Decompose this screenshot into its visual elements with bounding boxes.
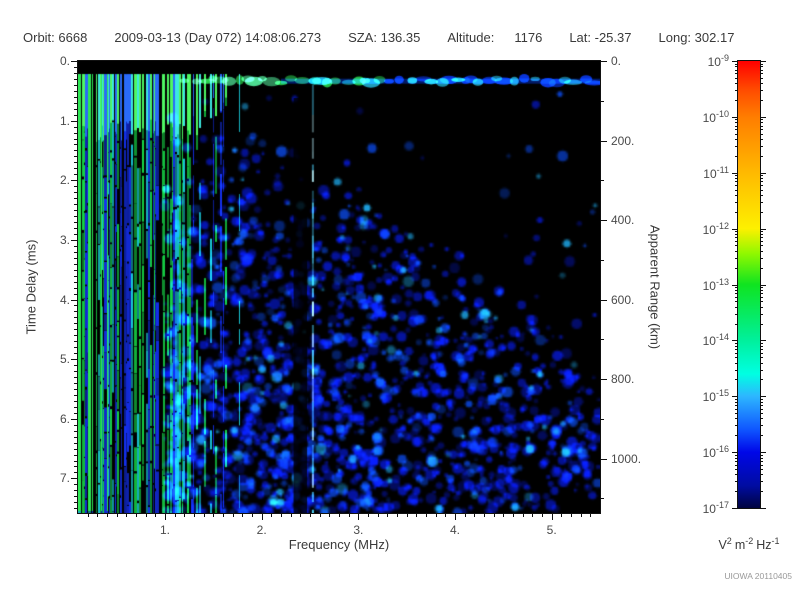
cbar-label-base: 10 [702, 278, 716, 293]
x-tick-label: 2. [256, 523, 267, 537]
cbar-label-exponent: -10 [715, 108, 729, 119]
lat-field: Lat: -25.37 [569, 30, 631, 45]
cbar-label-exponent: -11 [716, 164, 729, 175]
x-tick-label: 3. [353, 523, 364, 537]
x-axis-title: Frequency (MHz) [288, 537, 390, 552]
cbar-label-exponent: -12 [715, 220, 729, 231]
cbar-label-exponent: -16 [715, 444, 729, 455]
x-major-tick [358, 513, 359, 520]
colorbar-gradient [738, 61, 760, 508]
header-bar: Orbit: 6668 2009-03-13 (Day 072) 14:08:0… [0, 30, 800, 45]
unit-hz-exp: -1 [771, 536, 780, 546]
long-label: Long: [658, 30, 692, 45]
cbar-label-exponent: -15 [715, 388, 729, 399]
orbit-label: Orbit: [23, 30, 55, 45]
cbar-tick-label: 10-13 [681, 277, 729, 293]
y2-major-tick [600, 61, 607, 62]
spectrogram-plot-area [77, 60, 601, 514]
y-tick-label: 1. [59, 113, 70, 128]
spectrogram-canvas [78, 61, 600, 513]
altitude-field: Altitude: 1176 [447, 30, 542, 45]
cbar-label-exponent: -9 [720, 53, 729, 63]
y2-major-tick [600, 220, 607, 221]
cbar-tick-label: 10-12 [681, 221, 729, 237]
altitude-label: Altitude: [447, 30, 495, 45]
cbar-tick-label: 10-10 [681, 109, 729, 125]
y2-tick-label: 200. [611, 133, 635, 148]
cbar-tick-label: 10-14 [681, 332, 729, 348]
cbar-label-base: 10 [702, 502, 716, 516]
long-field: Long: 302.17 [659, 30, 735, 45]
sza-field: SZA: 136.35 [348, 30, 420, 45]
cbar-tick-label: 10-11 [681, 165, 729, 181]
cbar-tick-label: 10-16 [681, 444, 729, 460]
cbar-label-exponent: -17 [715, 500, 729, 510]
y-tick-label: 5. [59, 352, 70, 367]
long-value: 302.17 [694, 30, 735, 45]
cbar-label-base: 10 [702, 446, 716, 461]
cbar-label-base: 10 [702, 110, 716, 125]
y-tick-label: 6. [59, 411, 70, 426]
y2-tick-label: 0. [611, 54, 622, 68]
y2-axis-title: Apparent Range (km) [647, 224, 663, 350]
cbar-label-exponent: -14 [715, 332, 729, 343]
unit-hz: Hz [756, 538, 772, 553]
lat-value: -25.37 [594, 30, 632, 45]
x-major-tick [552, 513, 553, 520]
datetime-field: 2009-03-13 (Day 072) 14:08:06.273 [114, 30, 322, 45]
cbar-label-base: 10 [703, 166, 717, 181]
lat-label: Lat: [569, 30, 591, 45]
y2-major-tick [600, 300, 607, 301]
y2-tick-label: 800. [611, 372, 635, 387]
y-tick-label: 2. [59, 173, 70, 188]
cbar-label-base: 10 [702, 222, 716, 237]
colorbar [737, 60, 761, 509]
cbar-label-exponent: -13 [715, 276, 729, 287]
x-major-tick [165, 513, 166, 520]
watermark: UIOWA 20110405 [724, 571, 792, 581]
y2-major-tick [600, 459, 607, 460]
cbar-tick-label: 10-15 [681, 388, 729, 404]
cbar-label-base: 10 [702, 390, 716, 405]
y-tick-label: 0. [59, 54, 70, 68]
orbit-field: Orbit: 6668 [23, 30, 87, 45]
colorbar-unit-label: V2 m-2 Hz-1 [686, 536, 800, 552]
y2-major-tick [600, 141, 607, 142]
x-tick-label: 1. [159, 523, 170, 537]
sza-label: SZA: [348, 30, 377, 45]
cbar-tick-label: 10-9 [681, 53, 729, 69]
cbar-tick-label: 10-17 [681, 500, 729, 516]
y2-tick-label: 1000. [611, 451, 642, 466]
x-major-tick [455, 513, 456, 520]
cbar-label-base: 10 [707, 55, 721, 69]
x-major-tick [262, 513, 263, 520]
sza-value: 136.35 [380, 30, 421, 45]
unit-m-exp: -2 [745, 536, 754, 546]
x-tick-label: 5. [546, 523, 557, 537]
y-tick-label: 7. [59, 471, 70, 486]
x-tick-label: 4. [449, 523, 460, 537]
orbit-value: 6668 [58, 30, 88, 45]
unit-v: V [718, 538, 727, 553]
unit-m: m [734, 538, 746, 553]
unit-v-exp: 2 [726, 536, 732, 546]
cbar-label-base: 10 [702, 334, 716, 349]
y-axis-title: Time Delay (ms) [23, 239, 39, 335]
y2-major-tick [600, 379, 607, 380]
altitude-value: 1176 [514, 30, 543, 45]
